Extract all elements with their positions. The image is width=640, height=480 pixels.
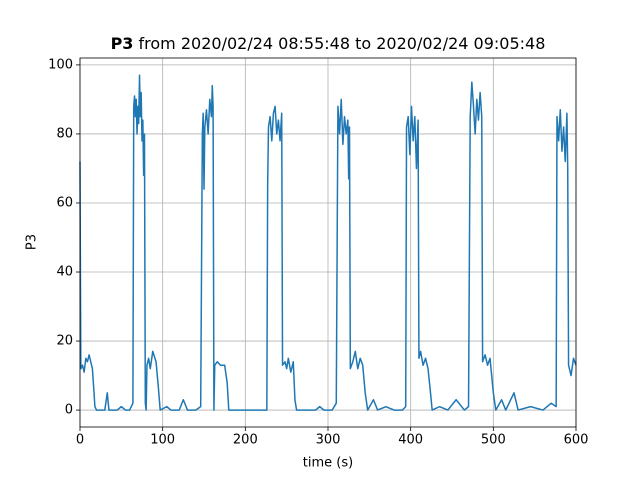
x-tick-label: 300: [316, 433, 341, 448]
y-tick-label: 20: [56, 334, 73, 349]
data-line: [79, 74, 577, 411]
y-tick-label: 40: [56, 265, 73, 280]
x-tick-label: 100: [150, 433, 175, 448]
title-variable: P3: [111, 34, 134, 53]
x-tick-label: 500: [481, 433, 506, 448]
x-tick-label: 200: [233, 433, 258, 448]
y-tick-label: 80: [56, 126, 73, 141]
y-axis-label: P3: [25, 234, 40, 250]
chart-title: P3 from 2020/02/24 08:55:48 to 2020/02/2…: [111, 34, 546, 53]
title-text: from 2020/02/24 08:55:48 to 2020/02/24 0…: [139, 34, 546, 53]
y-tick-label: 60: [56, 195, 73, 210]
x-axis-label: time (s): [303, 456, 353, 471]
y-tick-label: 100: [48, 57, 73, 72]
x-tick-label: 600: [564, 433, 589, 448]
plot-frame: [79, 57, 577, 428]
x-tick-label: 400: [398, 433, 423, 448]
x-tick-label: 0: [76, 433, 84, 448]
y-tick-label: 0: [65, 403, 73, 418]
